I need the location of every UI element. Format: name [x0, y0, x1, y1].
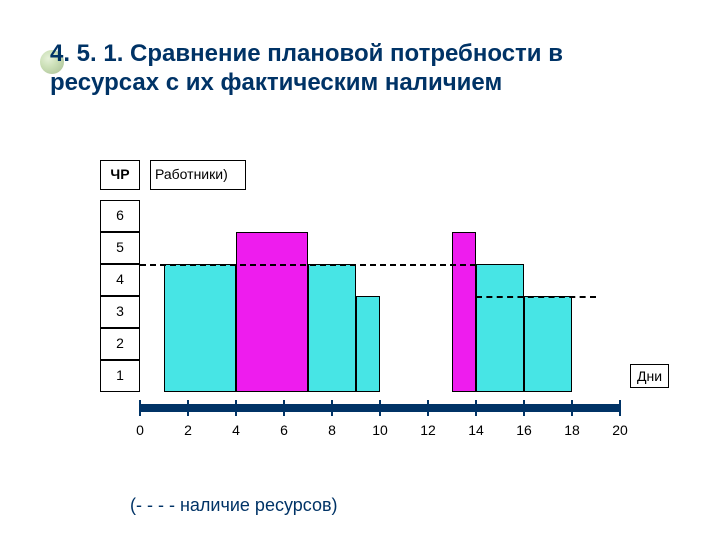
- bar: [308, 264, 356, 392]
- bar: [356, 296, 380, 392]
- y-tick-box: 4: [100, 264, 140, 296]
- slide: 4. 5. 1. Сравнение плановой потребности …: [0, 0, 720, 540]
- x-tick: [427, 400, 429, 416]
- x-tick-label: 18: [564, 422, 580, 438]
- x-tick: [571, 400, 573, 416]
- resource-chart: ЧР Работники) 654321 02468101214161820 Д…: [100, 160, 660, 470]
- x-axis-title: Дни: [630, 364, 669, 388]
- x-tick: [187, 400, 189, 416]
- x-tick-label: 2: [184, 422, 192, 438]
- x-tick: [619, 400, 621, 416]
- x-tick: [139, 400, 141, 416]
- x-tick: [379, 400, 381, 416]
- y-tick-box: 5: [100, 232, 140, 264]
- bar: [236, 232, 308, 392]
- x-tick: [331, 400, 333, 416]
- x-tick: [523, 400, 525, 416]
- y-tick-box: 2: [100, 328, 140, 360]
- x-tick: [283, 400, 285, 416]
- x-tick-label: 16: [516, 422, 532, 438]
- x-tick-label: 4: [232, 422, 240, 438]
- x-tick-label: 10: [372, 422, 388, 438]
- legend-footnote: (- - - - наличие ресурсов): [130, 495, 338, 516]
- x-tick-label: 12: [420, 422, 436, 438]
- y-axis-header-long: Работники): [150, 160, 246, 190]
- bar: [524, 296, 572, 392]
- x-tick-label: 14: [468, 422, 484, 438]
- x-tick-label: 6: [280, 422, 288, 438]
- bar: [476, 264, 524, 392]
- x-tick: [235, 400, 237, 416]
- x-tick-label: 8: [328, 422, 336, 438]
- bar: [164, 264, 236, 392]
- x-tick-label: 0: [136, 422, 144, 438]
- availability-line: [476, 296, 596, 298]
- availability-line: [140, 264, 476, 266]
- slide-title: 4. 5. 1. Сравнение плановой потребности …: [50, 40, 670, 98]
- plot-region: [140, 200, 620, 392]
- y-tick-box: 6: [100, 200, 140, 232]
- bar: [452, 232, 476, 392]
- x-tick: [475, 400, 477, 416]
- y-tick-box: 3: [100, 296, 140, 328]
- y-tick-box: 1: [100, 360, 140, 392]
- x-tick-label: 20: [612, 422, 628, 438]
- y-axis-header-short: ЧР: [100, 160, 140, 190]
